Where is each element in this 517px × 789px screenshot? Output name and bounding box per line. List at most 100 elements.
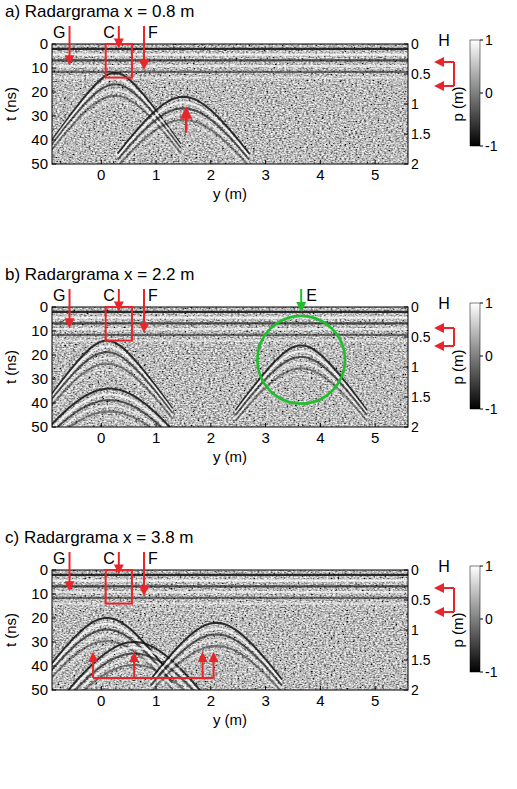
x-tick <box>265 160 266 164</box>
y-tick-label: 0 <box>40 298 48 315</box>
x-tick <box>101 160 102 164</box>
y-tick-label: 10 <box>31 59 48 76</box>
hyperbola <box>52 73 181 156</box>
y-tick <box>52 642 56 643</box>
hyperbola-line <box>118 126 250 164</box>
y-tick-label: 0 <box>40 561 48 578</box>
marker-arrow <box>69 552 71 589</box>
target-arrow <box>185 109 188 133</box>
colorbar-tick <box>480 672 483 673</box>
colorbar <box>470 566 480 672</box>
y2-tick <box>404 397 408 398</box>
x-tick <box>375 686 376 690</box>
x-tick-label: 5 <box>371 429 379 446</box>
x-tick <box>375 160 376 164</box>
y2-axis-title: p (m) <box>449 613 466 648</box>
frame <box>52 570 408 690</box>
y-tick <box>52 427 56 428</box>
depth-arrow <box>436 345 454 347</box>
x-tick <box>210 423 211 427</box>
y2-tick-label: 0.5 <box>411 592 431 608</box>
x-tick-label: 5 <box>371 692 379 709</box>
y2-tick <box>404 44 408 45</box>
marker-label: G <box>53 550 65 567</box>
x-tick-label: 1 <box>152 166 160 183</box>
y2-tick-label: 0.5 <box>411 66 431 82</box>
y2-tick <box>404 164 408 165</box>
depth-bracket <box>453 62 455 86</box>
radargram <box>52 44 408 164</box>
colorbar-tick <box>480 356 483 357</box>
noise <box>52 307 408 427</box>
x-tick-label: 0 <box>97 692 105 709</box>
frame <box>52 44 408 164</box>
hyperbola <box>118 97 250 164</box>
x-axis-title: y (m) <box>213 711 247 728</box>
y2-axis-title: p (m) <box>449 87 466 122</box>
colorbar-tick <box>480 409 483 410</box>
y2-tick-label: 1.5 <box>411 126 431 142</box>
marker-label: F <box>148 550 158 567</box>
hyperbola-line <box>52 352 173 413</box>
y2-tick <box>404 600 408 601</box>
y-tick-label: 50 <box>31 155 48 172</box>
panel: c) Radargrama x = 3.8 m012345y (m)010203… <box>2 528 498 728</box>
y2-tick-label: 0.5 <box>411 329 431 345</box>
colorbar-label: 1 <box>485 295 493 311</box>
frame <box>52 307 408 427</box>
marker-label: C <box>103 550 115 567</box>
bracket-base <box>93 677 213 679</box>
marker-label: G <box>53 287 65 304</box>
y2-tick-label: 0 <box>411 562 419 578</box>
colorbar-label: 0 <box>485 611 493 627</box>
colorbar-tick <box>480 146 483 147</box>
y2-tick <box>404 427 408 428</box>
y-tick <box>52 92 56 93</box>
y2-tick <box>404 337 408 338</box>
panel: b) Radargrama x = 2.2 m012345y (m)010203… <box>2 265 498 465</box>
x-tick-label: 3 <box>261 429 269 446</box>
y-tick <box>52 570 56 571</box>
y2-tick-label: 0 <box>411 299 419 315</box>
x-tick-label: 1 <box>152 692 160 709</box>
y-tick <box>52 666 56 667</box>
depth-label: H <box>438 295 450 312</box>
hyperbola-line <box>236 357 367 415</box>
y-tick-label: 40 <box>31 131 48 148</box>
bracket-arrow <box>213 654 215 678</box>
y-tick <box>52 116 56 117</box>
x-tick <box>101 423 102 427</box>
y2-axis-title: p (m) <box>449 350 466 385</box>
colorbar-tick <box>480 566 483 567</box>
y-tick <box>52 68 56 69</box>
hyperbola-line <box>52 417 175 427</box>
colorbar <box>470 303 480 409</box>
y-axis-title: t (ns) <box>2 350 19 384</box>
y2-tick <box>404 74 408 75</box>
marker-label: C <box>103 24 115 41</box>
depth-arrow <box>436 587 454 589</box>
y2-tick <box>404 367 408 368</box>
y-tick-label: 20 <box>31 346 48 363</box>
y2-tick-label: 2 <box>411 682 419 698</box>
x-tick <box>320 160 321 164</box>
depth-bracket <box>453 588 455 612</box>
y-tick <box>52 140 56 141</box>
colorbar-label: -1 <box>485 138 498 154</box>
y2-tick <box>404 134 408 135</box>
hyperbola-line <box>52 624 173 680</box>
y-tick-label: 10 <box>31 585 48 602</box>
depth-label: H <box>438 558 450 575</box>
y-tick-label: 30 <box>31 633 48 650</box>
marker-arrow <box>143 289 145 331</box>
hyperbola-line <box>151 652 282 690</box>
marker-label: F <box>148 24 158 41</box>
y2-tick <box>404 307 408 308</box>
marker-arrow <box>143 552 145 594</box>
y-axis-title: t (ns) <box>2 613 19 647</box>
y-tick <box>52 355 56 356</box>
highlight-box <box>106 570 132 604</box>
x-tick-label: 2 <box>207 429 215 446</box>
marker-label: C <box>103 287 115 304</box>
y-tick-label: 50 <box>31 681 48 698</box>
